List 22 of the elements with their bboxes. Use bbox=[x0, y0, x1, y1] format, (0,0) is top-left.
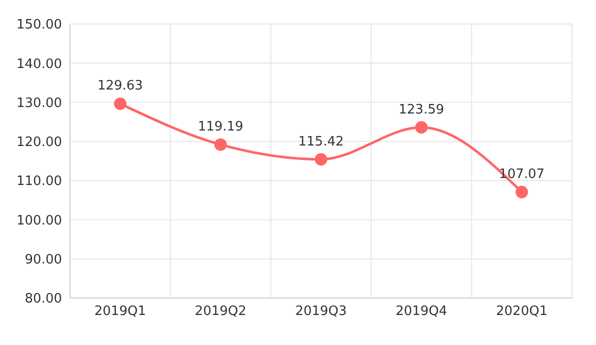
y-tick-label: 130.00 bbox=[16, 96, 62, 111]
y-tick-label: 120.00 bbox=[16, 135, 62, 150]
data-label: 115.42 bbox=[298, 134, 344, 150]
y-tick-label: 150.00 bbox=[16, 18, 62, 33]
x-tick-label: 2019Q4 bbox=[396, 304, 448, 320]
point bbox=[415, 121, 428, 134]
point bbox=[114, 97, 126, 110]
data-label: 129.63 bbox=[97, 78, 143, 94]
x-tick-label: 2019Q1 bbox=[94, 304, 146, 320]
y-tick-label: 100.00 bbox=[16, 213, 62, 228]
data-label: 123.59 bbox=[398, 102, 444, 118]
point bbox=[214, 138, 227, 151]
x-tick-label: 2020Q1 bbox=[496, 304, 548, 320]
x-tick-label: 2019Q3 bbox=[295, 304, 347, 320]
y-tick-label: 90.00 bbox=[24, 252, 62, 268]
x-tick-label: 2019Q2 bbox=[194, 304, 246, 320]
point bbox=[516, 186, 528, 198]
y-tick-label: 80.00 bbox=[24, 292, 62, 307]
point bbox=[314, 153, 328, 166]
y-tick-label: 110.00 bbox=[16, 174, 62, 190]
y-tick-label: 140.00 bbox=[16, 56, 62, 72]
data-label: 119.19 bbox=[198, 120, 244, 135]
